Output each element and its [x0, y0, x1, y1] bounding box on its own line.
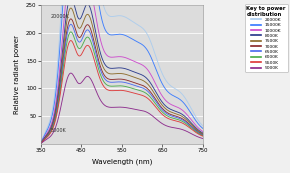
Legend: 20000K, 15000K, 10000K, 8000K, 7500K, 7000K, 6500K, 6000K, 5500K, 5000K: 20000K, 15000K, 10000K, 8000K, 7500K, 70…: [245, 4, 288, 72]
Text: 5000K: 5000K: [51, 128, 66, 133]
Text: 20000K: 20000K: [51, 14, 70, 19]
Y-axis label: Relative radiant power: Relative radiant power: [14, 35, 20, 114]
X-axis label: Wavelength (nm): Wavelength (nm): [92, 158, 152, 165]
